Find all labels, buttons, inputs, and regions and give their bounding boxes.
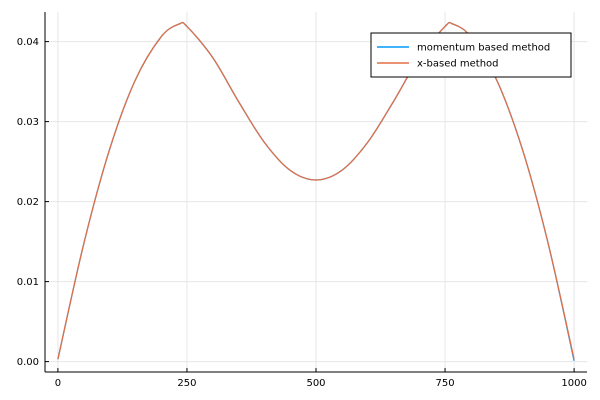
legend-label: momentum based method: [417, 43, 550, 54]
axes: 0 250 500 750 1000 0.00 0.01 0.02 0.03 0.04: [17, 12, 587, 389]
y-tick-label: 0.02: [17, 197, 39, 208]
legend: momentum based method x-based method: [370, 32, 572, 78]
x-tick-label: 750: [436, 378, 455, 389]
legend-label: x-based method: [417, 59, 499, 70]
x-tick-label: 1000: [561, 378, 586, 389]
x-tick-label: 0: [55, 378, 61, 389]
y-tick-label: 0.00: [17, 357, 39, 368]
x-tick-label: 250: [177, 378, 196, 389]
y-tick-label: 0.03: [17, 117, 39, 128]
y-tick-label: 0.04: [17, 37, 39, 48]
y-tick-label: 0.01: [17, 277, 39, 288]
x-tick-label: 500: [306, 378, 325, 389]
legend-box: [370, 32, 572, 78]
